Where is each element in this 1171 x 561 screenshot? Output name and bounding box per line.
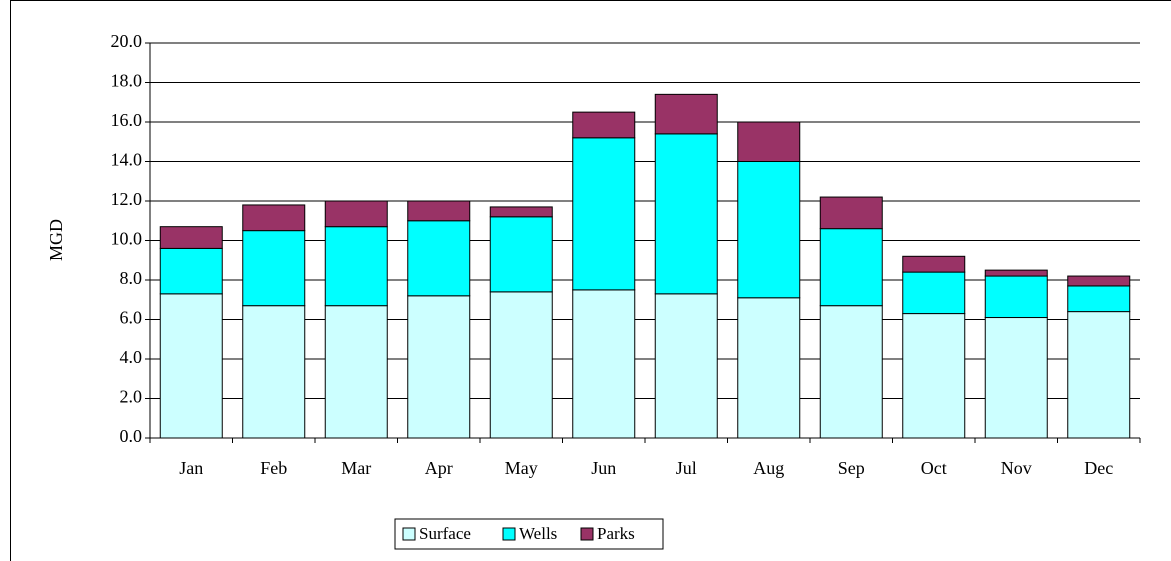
- bar-segment: [737, 161, 801, 299]
- bar-segment: [737, 297, 801, 439]
- y-tick-label: 0.0: [120, 426, 143, 446]
- bar-segment: [324, 200, 388, 228]
- y-tick-label: 4.0: [120, 347, 143, 367]
- legend-label: Surface: [419, 524, 471, 543]
- bar-segment: [819, 228, 883, 307]
- x-tick-label: Jan: [179, 458, 203, 478]
- x-tick-label: Jul: [676, 458, 697, 478]
- bar-segment: [1067, 275, 1131, 287]
- x-tick-label: Oct: [921, 458, 947, 478]
- bar-segment: [324, 226, 388, 307]
- bar-segment: [242, 305, 306, 439]
- x-tick-label: Mar: [341, 458, 371, 478]
- bar-segment: [407, 200, 471, 222]
- bar-segment: [572, 111, 636, 139]
- x-tick-label: Apr: [425, 458, 453, 478]
- x-tick-label: Nov: [1001, 458, 1032, 478]
- legend-label: Parks: [597, 524, 635, 543]
- x-tick-label: Aug: [753, 458, 784, 478]
- bar-segment: [819, 305, 883, 439]
- legend-swatch: [502, 527, 516, 541]
- y-tick-label: 8.0: [120, 268, 143, 288]
- bar-segment: [654, 93, 718, 135]
- bar-segment: [1067, 311, 1131, 439]
- bar-segment: [654, 293, 718, 439]
- legend-box: [394, 518, 664, 550]
- bar-segment: [902, 271, 966, 315]
- bar-segment: [819, 196, 883, 230]
- bar-segment: [489, 216, 553, 293]
- bar-segment: [984, 317, 1048, 439]
- bar-segment: [984, 275, 1048, 319]
- y-tick-label: 2.0: [120, 387, 143, 407]
- x-tick-label: Feb: [260, 458, 287, 478]
- x-tick-label: May: [505, 458, 538, 478]
- legend-label: Wells: [519, 524, 557, 543]
- bar-segment: [159, 226, 223, 249]
- bar-segment: [737, 121, 801, 162]
- y-tick-label: 16.0: [111, 110, 143, 130]
- bar-segment: [572, 137, 636, 291]
- bar-segment: [407, 295, 471, 439]
- y-tick-label: 20.0: [111, 31, 143, 51]
- bar-segment: [159, 247, 223, 295]
- bar-segment: [654, 133, 718, 295]
- x-tick-label: Dec: [1084, 458, 1113, 478]
- bar-segment: [242, 204, 306, 232]
- bar-segment: [1067, 285, 1131, 313]
- y-tick-label: 18.0: [111, 71, 143, 91]
- legend-swatch: [402, 527, 416, 541]
- bar-segment: [407, 220, 471, 297]
- bar-segment: [489, 291, 553, 439]
- x-tick-label: Sep: [838, 458, 865, 478]
- bar-segment: [242, 230, 306, 307]
- bar-segment: [902, 255, 966, 273]
- y-tick-label: 6.0: [120, 308, 143, 328]
- bar-segment: [324, 305, 388, 439]
- x-tick-label: Jun: [591, 458, 616, 478]
- legend-swatch: [580, 527, 594, 541]
- bar-segment: [902, 313, 966, 439]
- y-axis-label: MGD: [46, 219, 66, 261]
- y-tick-label: 14.0: [111, 150, 143, 170]
- bar-segment: [984, 269, 1048, 277]
- bar-segment: [159, 293, 223, 439]
- bar-segment: [572, 289, 636, 439]
- y-tick-label: 12.0: [111, 189, 143, 209]
- chart-border: [10, 0, 1171, 561]
- bar-segment: [489, 206, 553, 218]
- y-tick-label: 10.0: [111, 229, 143, 249]
